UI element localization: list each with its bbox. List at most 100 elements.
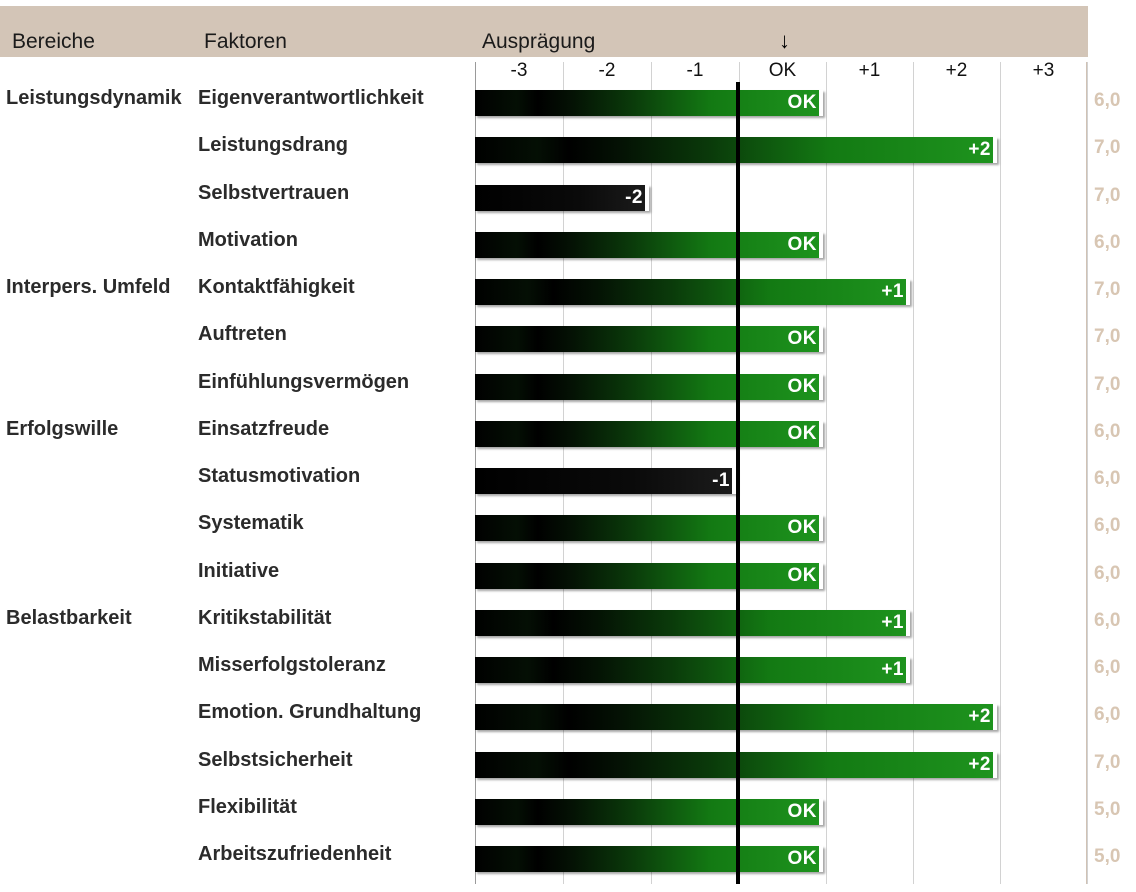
score-column-divider <box>1086 62 1087 884</box>
factor-label: Einfühlungsvermögen <box>198 370 410 393</box>
data-bar: OK <box>475 515 823 542</box>
bar-value-label: OK <box>787 233 817 255</box>
data-bar: OK <box>475 420 823 447</box>
data-bar: OK <box>475 846 823 872</box>
scale-tick-label: OK <box>768 60 797 81</box>
score-value: 6,0 <box>1094 468 1121 489</box>
bar-end-cap <box>819 231 823 258</box>
score-value: 6,0 <box>1094 609 1121 631</box>
grid-line <box>1000 62 1001 884</box>
data-bar: OK <box>475 231 823 258</box>
grid-line <box>826 62 827 884</box>
area-label: Leistungsdynamik <box>6 87 182 109</box>
factor-label: Einsatzfreude <box>198 417 330 440</box>
scale-column-header: Ausprägung <box>482 30 596 53</box>
area-label: Erfolgswille <box>6 417 119 440</box>
bar-value-label: OK <box>787 328 817 350</box>
data-bar: OK <box>475 373 823 400</box>
score-value: 7,0 <box>1094 137 1121 159</box>
bar-value-label: -1 <box>712 470 730 491</box>
bar-end-cap <box>732 468 736 494</box>
score-value: 7,0 <box>1094 279 1121 300</box>
bar-value-label: OK <box>787 422 817 444</box>
factors-column-header: Faktoren <box>204 30 287 53</box>
score-value: 7,0 <box>1094 326 1121 348</box>
bar-end-cap <box>993 751 997 778</box>
bar-value-label: +2 <box>968 706 991 728</box>
scale-tick-label: -1 <box>686 60 704 81</box>
areas-column-header: Bereiche <box>12 30 95 53</box>
grid-line <box>1087 62 1088 884</box>
score-value: 6,0 <box>1094 562 1121 584</box>
bar-value-label: OK <box>787 564 817 586</box>
factor-label: Kontaktfähigkeit <box>198 276 355 298</box>
score-value: 6,0 <box>1094 657 1121 678</box>
factor-label: Kritikstabilität <box>198 606 332 629</box>
factor-label: Selbstvertrauen <box>198 181 350 204</box>
bar-value-label: OK <box>787 92 817 113</box>
bar-value-label: OK <box>787 848 817 869</box>
score-value: 6,0 <box>1094 420 1121 442</box>
scale-tick-label: +3 <box>1032 60 1055 81</box>
bar-end-cap <box>906 657 910 683</box>
bar-value-label: OK <box>787 517 817 539</box>
factor-label: Arbeitszufriedenheit <box>198 843 392 865</box>
scale-tick-label: +2 <box>945 60 968 81</box>
bar-end-cap <box>819 420 823 447</box>
area-label: Interpers. Umfeld <box>6 276 171 298</box>
bar-end-cap <box>819 515 823 542</box>
factor-label: Selbstsicherheit <box>198 748 353 771</box>
factor-label: Auftreten <box>198 323 287 346</box>
bar-value-label: +2 <box>968 753 991 775</box>
bar-end-cap <box>819 90 823 116</box>
bar-end-cap <box>906 279 910 305</box>
area-label: Belastbarkeit <box>6 606 132 629</box>
bar-end-cap <box>906 609 910 636</box>
data-bar: OK <box>475 326 823 353</box>
score-value: 6,0 <box>1094 704 1121 726</box>
scale-tick-label: -2 <box>598 60 616 81</box>
bar-end-cap <box>819 326 823 353</box>
score-value: 7,0 <box>1094 184 1121 206</box>
data-bar: OK <box>475 90 823 116</box>
score-value: 6,0 <box>1094 515 1121 537</box>
bar-value-label: +1 <box>881 281 904 302</box>
score-value: 5,0 <box>1094 798 1121 820</box>
data-bar: +1 <box>475 609 910 636</box>
data-bar: -1 <box>475 468 736 494</box>
bar-end-cap <box>645 184 649 211</box>
score-value: 6,0 <box>1094 231 1121 253</box>
scale-tick-label: +1 <box>858 60 881 81</box>
ok-reference-line <box>736 82 740 884</box>
scale-row: -3 -2 -1 OK +1 +2 +3 <box>475 57 1087 81</box>
data-bar: +1 <box>475 279 910 305</box>
bar-end-cap <box>819 846 823 872</box>
data-bar: -2 <box>475 184 649 211</box>
scale-tick-label: -3 <box>510 60 528 81</box>
bar-end-cap <box>819 373 823 400</box>
bar-value-label: OK <box>787 375 817 397</box>
bar-end-cap <box>819 798 823 825</box>
score-value: 5,0 <box>1094 846 1121 867</box>
data-bar: OK <box>475 798 823 825</box>
down-arrow-icon: ↓ <box>779 28 790 53</box>
data-bar: +1 <box>475 657 910 683</box>
score-value: 6,0 <box>1094 90 1121 111</box>
factor-label: Misserfolgstoleranz <box>198 654 386 676</box>
factor-label: Eigenverantwortlichkeit <box>198 87 424 109</box>
bar-value-label: +1 <box>881 611 904 633</box>
data-bar: OK <box>475 562 823 589</box>
factor-label: Emotion. Grundhaltung <box>198 701 422 724</box>
bar-end-cap <box>993 137 997 164</box>
factor-label: Systematik <box>198 512 304 535</box>
factor-label: Leistungsdrang <box>198 134 349 157</box>
score-value: 7,0 <box>1094 751 1121 773</box>
header-band <box>0 6 1088 57</box>
grid-line <box>913 62 914 884</box>
score-value: 7,0 <box>1094 373 1121 395</box>
bar-value-label: -2 <box>625 186 643 208</box>
bar-value-label: +1 <box>881 659 904 680</box>
factor-label: Motivation <box>198 228 298 251</box>
bar-end-cap <box>993 704 997 731</box>
factor-label: Statusmotivation <box>198 465 361 487</box>
